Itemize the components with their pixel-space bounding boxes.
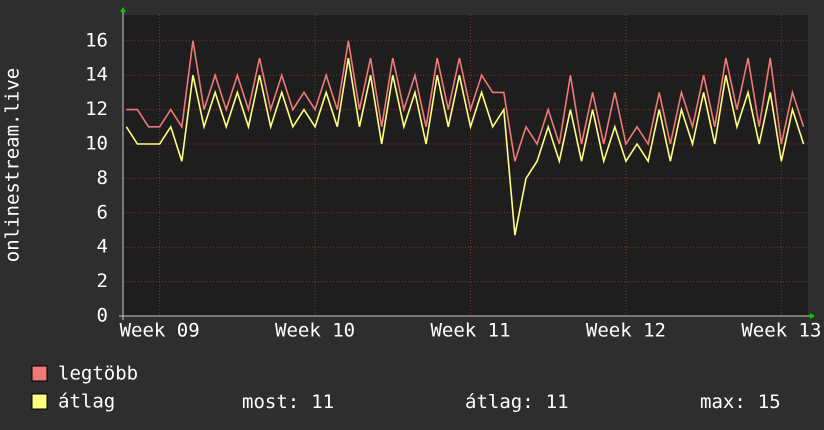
legend-label: átlag bbox=[58, 391, 115, 413]
y-tick-label: 16 bbox=[85, 29, 108, 51]
y-tick-label: 2 bbox=[97, 270, 108, 292]
y-tick-label: 8 bbox=[97, 167, 108, 189]
x-tick-label: Week 12 bbox=[586, 320, 666, 342]
legend-swatch bbox=[31, 393, 48, 410]
stat: átlag: 11 bbox=[465, 391, 569, 413]
y-tick-label: 0 bbox=[97, 305, 108, 327]
axis-arrow bbox=[120, 7, 126, 12]
x-tick-label: Week 13 bbox=[741, 320, 821, 342]
axis-arrow bbox=[810, 313, 815, 319]
stat-label: átlag: bbox=[465, 391, 534, 413]
x-tick-label: Week 09 bbox=[120, 320, 200, 342]
x-tick-label: Week 11 bbox=[430, 320, 510, 342]
legend-label: legtöbb bbox=[58, 363, 138, 385]
stat-value: 11 bbox=[311, 391, 334, 413]
stat: max: 15 bbox=[700, 391, 781, 413]
stat-value: 11 bbox=[546, 391, 569, 413]
y-tick-label: 4 bbox=[97, 236, 108, 258]
x-tick-label: Week 10 bbox=[275, 320, 355, 342]
stat-label: max: bbox=[700, 391, 746, 413]
stat-label: most: bbox=[242, 391, 299, 413]
y-tick-label: 14 bbox=[85, 64, 108, 86]
y-tick-label: 12 bbox=[85, 98, 108, 120]
y-tick-label: 10 bbox=[85, 133, 108, 155]
y-tick-label: 6 bbox=[97, 201, 108, 223]
legend-swatch bbox=[31, 365, 48, 382]
y-axis-label: onlinestream.live bbox=[2, 68, 24, 262]
plot-area bbox=[123, 15, 808, 316]
stat: most: 11 bbox=[242, 391, 334, 413]
series-line bbox=[126, 40, 805, 162]
stat-value: 15 bbox=[758, 391, 781, 413]
series-line bbox=[125, 57, 805, 236]
